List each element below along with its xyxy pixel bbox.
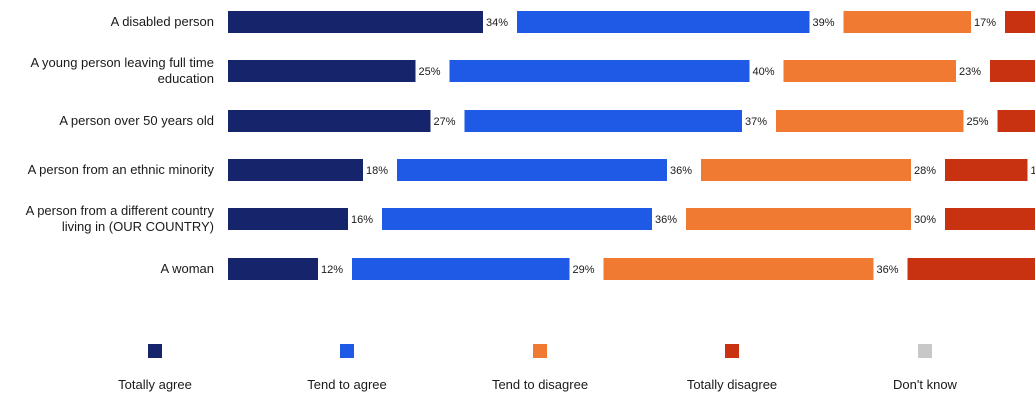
value-label: 18% — [366, 165, 388, 177]
legend-swatch — [918, 344, 932, 358]
category-labels: A disabled person A young person leaving … — [26, 14, 215, 276]
bar-segment — [997, 110, 1035, 132]
value-label: 36% — [670, 165, 692, 177]
bar-segment — [776, 110, 964, 132]
bar-segment — [228, 159, 363, 181]
value-label: 29% — [573, 264, 595, 276]
value-label: 30% — [914, 214, 936, 226]
legend: Totally agree Tend to agree Tend to disagr… — [118, 344, 958, 392]
legend-label: Don't know — [893, 377, 958, 392]
bar-segment — [843, 11, 971, 33]
bar-segment — [228, 11, 483, 33]
category-label: A person from an ethnic minority — [28, 162, 215, 177]
value-label: 27% — [434, 116, 456, 128]
value-label: 23% — [959, 66, 981, 78]
legend-label: Totally agree — [118, 377, 192, 392]
bar-segment — [228, 110, 431, 132]
value-label: 25% — [419, 66, 441, 78]
value-label: 39% — [813, 17, 835, 29]
category-label: A person from a different country living … — [26, 203, 215, 234]
value-label: 36% — [877, 264, 899, 276]
value-label: 11% — [1031, 165, 1035, 177]
value-label: 37% — [745, 116, 767, 128]
bar-segment — [907, 258, 1035, 280]
bar-segment — [352, 258, 570, 280]
bars: 34%39%17%6%4%25%40%23%9%3%27%37%25%8%3%1… — [228, 11, 1035, 280]
legend-swatch — [148, 344, 162, 358]
legend-swatch — [340, 344, 354, 358]
value-label: 25% — [967, 116, 989, 128]
bar-segment — [783, 60, 956, 82]
bar-segment — [686, 208, 911, 230]
value-label: 40% — [753, 66, 775, 78]
bar-segment — [990, 60, 1035, 82]
bar-segment — [603, 258, 874, 280]
legend-label: Totally disagree — [687, 377, 777, 392]
bar-segment — [517, 11, 810, 33]
legend-swatch — [533, 344, 547, 358]
value-label: 17% — [974, 17, 996, 29]
bar-segment — [228, 60, 416, 82]
value-label: 12% — [321, 264, 343, 276]
bar-segment — [1005, 11, 1035, 33]
bar-segment — [464, 110, 742, 132]
legend-swatch — [725, 344, 739, 358]
value-label: 34% — [486, 17, 508, 29]
category-label: A disabled person — [111, 14, 214, 29]
category-label: A person over 50 years old — [59, 113, 214, 128]
value-label: 36% — [655, 214, 677, 226]
value-label: 28% — [914, 165, 936, 177]
bar-segment — [228, 258, 318, 280]
legend-label: Tend to agree — [307, 377, 387, 392]
bar-segment — [449, 60, 750, 82]
legend-label: Tend to disagree — [492, 377, 588, 392]
bar-segment — [397, 159, 667, 181]
category-label: A woman — [161, 261, 214, 276]
value-label: 16% — [351, 214, 373, 226]
bar-segment — [382, 208, 652, 230]
category-label: A young person leaving full time educatio… — [30, 55, 214, 86]
bar-segment — [228, 208, 348, 230]
bar-segment — [945, 208, 1035, 230]
bar-segment — [945, 159, 1028, 181]
bar-segment — [701, 159, 911, 181]
